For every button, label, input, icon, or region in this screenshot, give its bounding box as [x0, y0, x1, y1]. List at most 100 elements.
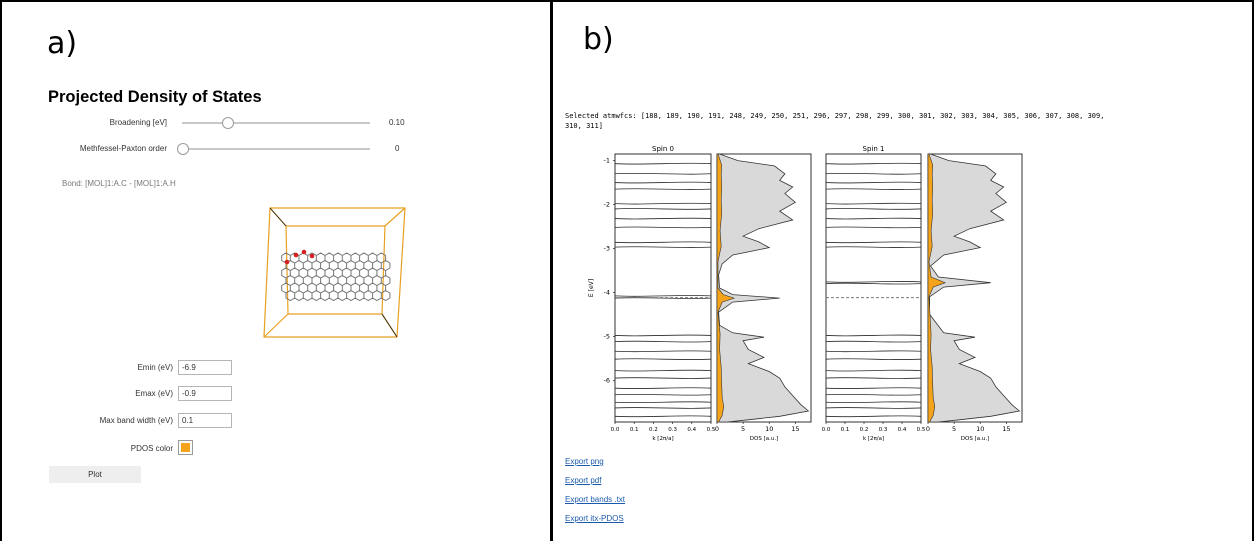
x-tick-label: 0.4: [898, 427, 907, 433]
export-png-link[interactable]: Export png: [565, 457, 604, 466]
band-line: [614, 407, 712, 409]
band-line: [614, 369, 712, 372]
band-line: [614, 208, 712, 210]
band-line: [825, 188, 922, 191]
band-line: [825, 226, 922, 229]
spin-title: Spin 0: [652, 145, 674, 153]
band-line: [825, 387, 922, 390]
max-band-width-input[interactable]: 0.1: [178, 413, 232, 428]
x-tick-label: 0.3: [668, 427, 677, 433]
band-line: [825, 280, 922, 283]
dos-x-tick-label: 5: [952, 425, 956, 433]
methfessel-paxton-value: 0: [395, 144, 400, 153]
selected-atmwfcs: Selected atmwfcs: [188, 189, 190, 191, 2…: [565, 112, 1105, 130]
band-line: [825, 350, 922, 353]
broadening-value: 0.10: [389, 118, 405, 127]
emax-input[interactable]: -0.9: [178, 386, 232, 401]
selected-atoms: [284, 249, 315, 265]
cell-axis: [269, 207, 287, 227]
methfessel-paxton-track[interactable]: [182, 148, 370, 150]
band-line: [825, 246, 922, 249]
export-pdf-link[interactable]: Export pdf: [565, 476, 602, 485]
band-line: [825, 334, 922, 337]
methfessel-paxton-knob[interactable]: [177, 143, 189, 155]
total-dos-area: [716, 153, 810, 423]
pdos-color-picker[interactable]: [178, 440, 193, 455]
band-line: [614, 401, 712, 404]
band-line: [614, 334, 712, 337]
pdos-area: [927, 153, 947, 423]
band-line: [614, 162, 712, 165]
dos-x-tick-label: 0: [926, 425, 930, 433]
color-swatch: [181, 443, 190, 452]
x-tick-label: 0.5: [707, 427, 716, 433]
band-line: [825, 393, 922, 396]
emin-input[interactable]: -6.9: [178, 360, 232, 375]
pdos-color-label: PDOS color: [130, 444, 173, 453]
left-border: [0, 0, 2, 541]
band-panel-frame: [614, 153, 712, 423]
band-line: [825, 172, 922, 175]
y-tick-label: -1: [604, 157, 610, 165]
band-line: [825, 377, 922, 379]
emax-label: Emax (eV): [135, 389, 173, 398]
band-line: [614, 246, 712, 249]
band-line: [614, 358, 712, 361]
bond-label: Bond: [MOL]1:A.C - [MOL]1:A.H: [62, 179, 176, 188]
band-line: [614, 217, 712, 220]
panel-letter-a: a): [47, 26, 78, 61]
y-tick-label: -5: [604, 332, 610, 340]
molecule-viewer[interactable]: [262, 206, 410, 342]
dos-x-tick-label: 0: [715, 425, 719, 433]
cell-axis: [381, 313, 398, 338]
band-line: [614, 415, 712, 418]
panel-letter-b: b): [583, 22, 614, 57]
x-tick-label: 0.5: [917, 427, 926, 433]
band-line: [614, 297, 712, 299]
x-tick-label: 0.1: [841, 427, 850, 433]
top-border: [0, 0, 1254, 2]
band-line: [614, 350, 712, 353]
x-tick-label: 0.4: [687, 427, 696, 433]
band-line: [614, 295, 712, 297]
right-border: [1252, 0, 1254, 541]
band-line: [614, 202, 712, 205]
export-itx-pdos-link[interactable]: Export itx-PDOS: [565, 514, 624, 523]
band-line: [825, 217, 922, 220]
dos-x-tick-label: 15: [1002, 425, 1010, 433]
broadening-track[interactable]: [182, 122, 370, 124]
band-line: [825, 181, 922, 184]
max-band-width-label: Max band width (eV): [99, 416, 173, 425]
band-line: [614, 393, 712, 396]
dos-x-tick-label: 10: [976, 425, 984, 433]
band-line: [614, 241, 712, 244]
x-tick-label: 0.1: [630, 427, 639, 433]
x-axis-label: k [2π/a]: [652, 436, 673, 442]
y-tick-label: -6: [604, 376, 610, 384]
y-tick-label: -4: [604, 288, 610, 296]
broadening-knob[interactable]: [222, 117, 235, 129]
dos-x-axis-label: DOS [a.u.]: [961, 436, 989, 442]
band-line: [614, 188, 712, 191]
band-line: [614, 226, 712, 229]
carbon-lattice: [281, 252, 391, 302]
lattice-bonds: [281, 252, 391, 302]
band-line: [825, 401, 922, 404]
unit-cell-box: [263, 207, 406, 338]
band-line: [614, 340, 712, 343]
band-line: [825, 208, 922, 210]
dos-x-tick-label: 15: [791, 425, 799, 433]
band-line: [825, 358, 922, 361]
x-axis-label: k [2π/a]: [863, 436, 884, 442]
band-line: [825, 162, 922, 165]
plot-button[interactable]: Plot: [49, 466, 141, 483]
band-line: [614, 377, 712, 379]
export-bands-txt-link[interactable]: Export bands .txt: [565, 495, 626, 504]
dos-x-tick-label: 5: [741, 425, 745, 433]
band-line: [825, 241, 922, 244]
broadening-label: Broadening [eV]: [109, 118, 167, 127]
x-tick-label: 0.0: [611, 427, 620, 433]
band-line: [825, 202, 922, 205]
total-dos-area: [927, 153, 1021, 423]
band-line: [825, 282, 922, 285]
